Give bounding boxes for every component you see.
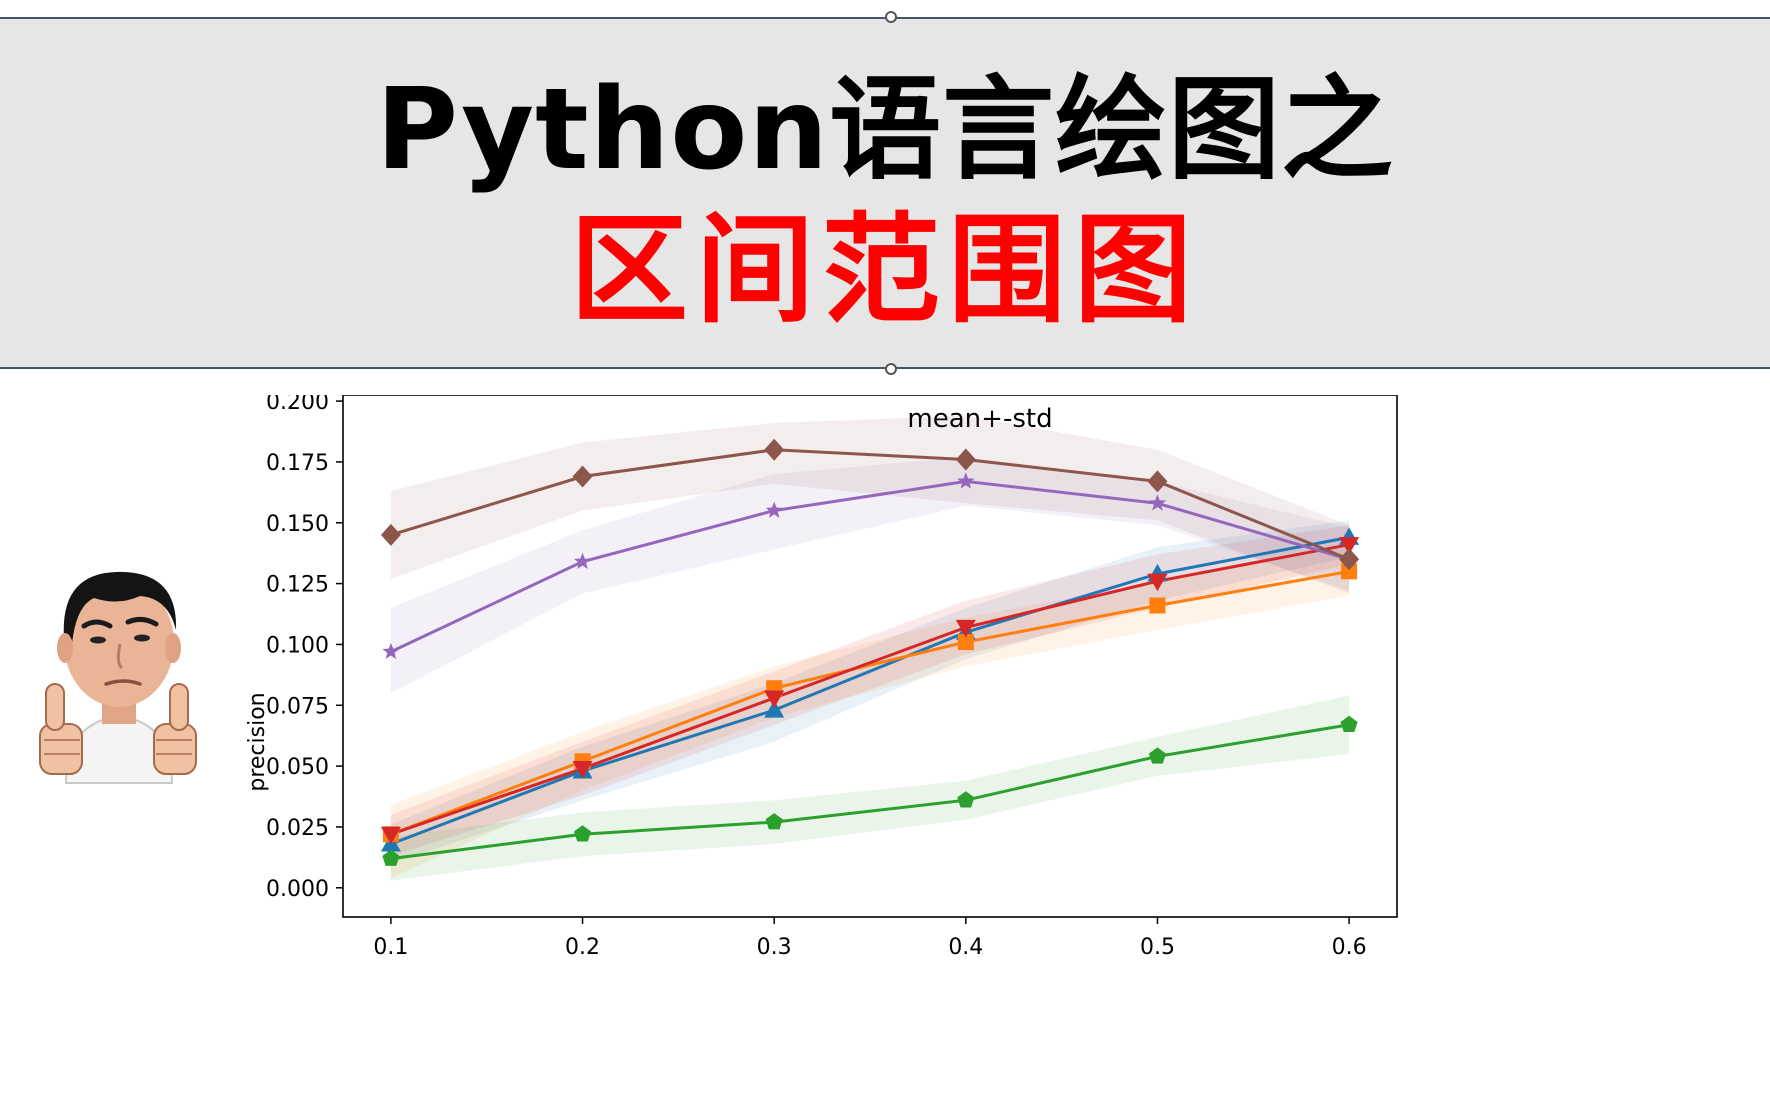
series-red-line: [390, 543, 1350, 836]
title-banner: [0, 17, 1770, 369]
resize-handle-top[interactable]: [885, 11, 897, 23]
series-red-point-0.1: [380, 826, 401, 845]
series-purple-point-0.3: [765, 501, 783, 518]
series-red-point-0.2: [572, 761, 593, 779]
series-orange-point-0.6: [1341, 563, 1358, 580]
page-title: Python语言绘图之: [375, 65, 1395, 195]
series-red-band: [390, 525, 1350, 857]
x-tick-label: 0.5: [1140, 935, 1175, 960]
page-subtitle: 区间范围图: [569, 201, 1200, 339]
series-brown-band: [390, 415, 1350, 594]
axes: 0.000 0.025 0.050 0.075 0.100 0.125 0.150 0.175…: [266, 395, 1398, 960]
series-brown-point-0.2: [572, 465, 593, 488]
series-green-point-0.3: [765, 813, 783, 830]
series-purple-band: [390, 457, 1350, 694]
series-green-point-0.2: [573, 825, 592, 842]
series-brown-point-0.3: [764, 438, 785, 461]
series-brown-point-0.6: [1339, 548, 1360, 571]
y-tick-label: 0.000: [266, 877, 329, 902]
series-purple-point-0.2: [573, 552, 592, 569]
chart-title: mean+-std: [907, 404, 1052, 434]
series-orange-band: [390, 547, 1350, 879]
series-blue-point-0.3: [764, 700, 785, 718]
series-green-point-0.6: [1340, 715, 1358, 733]
x-tick-label: 0.1: [373, 935, 408, 960]
y-tick-label: 0.200: [266, 395, 329, 415]
series-blue-line: [390, 535, 1350, 846]
series-orange-point-0.5: [1149, 597, 1166, 614]
series-green-point-0.4: [957, 791, 975, 808]
x-tick-label: 0.3: [757, 935, 792, 960]
thumbs-up-person-icon: [39, 571, 197, 784]
y-tick-label: 0.125: [266, 573, 329, 598]
confidence-bands: [390, 415, 1350, 881]
series-green-band: [390, 695, 1350, 881]
range-line-chart: mean+-std precision 0.000 0.025 0.050 0.075…: [245, 395, 1398, 960]
series-markers: [380, 438, 1360, 866]
y-tick-label: 0.175: [266, 451, 329, 476]
series-green-point-0.1: [382, 849, 400, 866]
y-tick-label: 0.075: [266, 694, 329, 719]
series-red-point-0.3: [764, 690, 785, 708]
y-tick-label: 0.150: [266, 512, 329, 537]
resize-handle-bottom[interactable]: [885, 363, 897, 375]
series-orange-point-0.4: [957, 634, 974, 651]
y-tick-label: 0.050: [266, 755, 329, 780]
series-purple-point-0.1: [382, 642, 400, 660]
series-brown-line: [390, 448, 1350, 561]
series-red-point-0.6: [1339, 537, 1360, 555]
y-tick-label: 0.025: [266, 816, 329, 841]
x-tick-label: 0.2: [565, 935, 600, 960]
series-brown-point-0.4: [955, 448, 976, 471]
series-green-line: [390, 723, 1350, 861]
plot-frame: [342, 395, 1398, 918]
series-purple-point-0.4: [957, 472, 975, 489]
series-red-point-0.5: [1147, 573, 1168, 592]
series-purple-line: [390, 479, 1350, 654]
series-red-point-0.4: [955, 619, 976, 638]
y-axis-label: precision: [245, 692, 270, 791]
series-purple-point-0.5: [1148, 494, 1167, 511]
series-green-point-0.5: [1148, 747, 1167, 764]
y-tick-label: 0.100: [266, 633, 329, 658]
x-tick-label: 0.4: [948, 935, 983, 960]
series-orange-line: [390, 569, 1350, 836]
series-lines: [390, 448, 1350, 861]
series-blue-band: [390, 520, 1350, 864]
series-brown-point-0.1: [380, 523, 401, 546]
series-brown-point-0.5: [1147, 470, 1168, 493]
x-tick-label: 0.6: [1332, 935, 1367, 960]
